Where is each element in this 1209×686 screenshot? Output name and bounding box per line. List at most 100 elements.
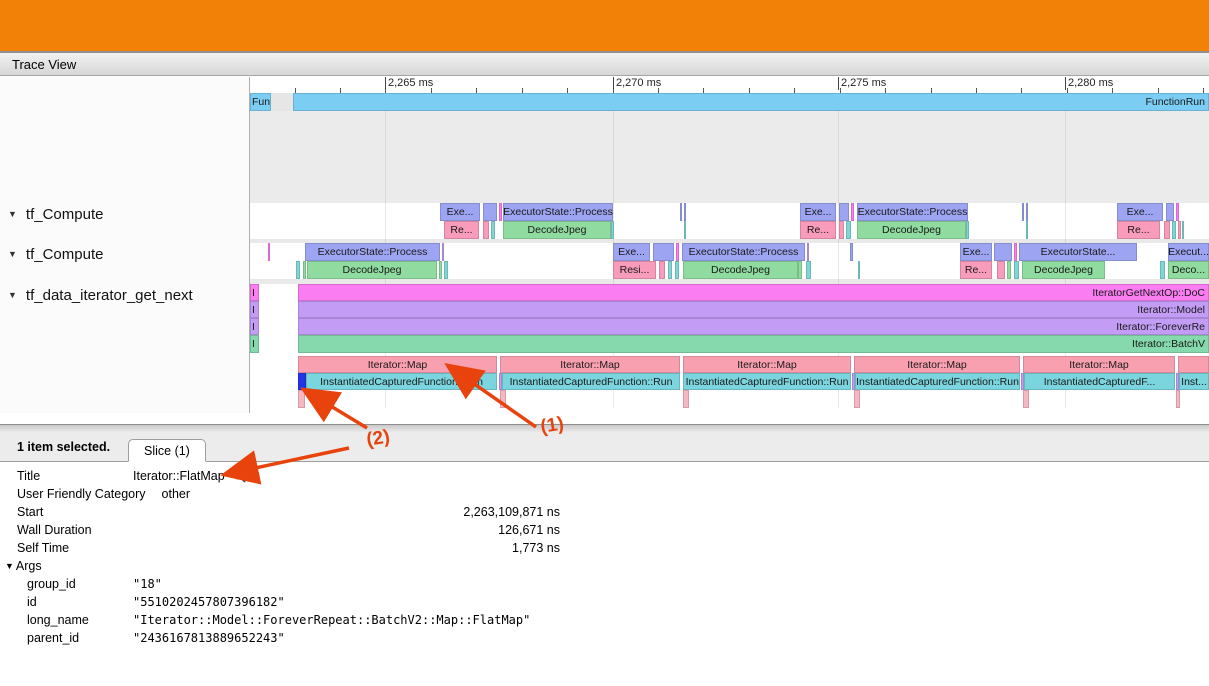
- trace-event-bar[interactable]: InstantiatedCapturedFunction::Run: [683, 373, 851, 390]
- trace-event-bar[interactable]: [846, 221, 851, 239]
- trace-event-bar[interactable]: [298, 390, 305, 408]
- trace-event-bar[interactable]: [1022, 203, 1024, 221]
- trace-event-bar[interactable]: DecodeJpeg: [1022, 261, 1105, 279]
- trace-event-bar[interactable]: [271, 93, 293, 111]
- trace-event-bar[interactable]: [854, 390, 860, 408]
- trace-event-bar[interactable]: [483, 203, 497, 221]
- trace-event-bar[interactable]: Iterator::Model: [298, 301, 1209, 318]
- trace-event-bar[interactable]: [296, 261, 300, 279]
- trace-event-bar[interactable]: [1176, 390, 1180, 408]
- trace-event-bar[interactable]: [850, 243, 853, 261]
- tab-slice[interactable]: Slice (1): [128, 439, 206, 462]
- trace-event-bar[interactable]: Deco...: [1168, 261, 1209, 279]
- trace-event-bar[interactable]: [442, 243, 444, 261]
- trace-event-bar[interactable]: Exe...: [800, 203, 836, 221]
- trace-event-bar[interactable]: InstantiatedCapturedFunction::Run: [306, 373, 497, 390]
- trace-event-bar[interactable]: Exe...: [1117, 203, 1163, 221]
- trace-event-bar[interactable]: [1021, 373, 1024, 390]
- trace-event-bar[interactable]: ExecutorState::Process: [503, 203, 613, 221]
- trace-event-bar[interactable]: I: [250, 318, 259, 335]
- trace-event-bar[interactable]: DecodeJpeg: [307, 261, 437, 279]
- trace-event-bar[interactable]: I: [250, 301, 259, 318]
- trace-event-bar[interactable]: FunctionRun: [293, 93, 1209, 111]
- trace-event-bar[interactable]: I: [250, 284, 259, 301]
- args-section-header[interactable]: ▼ Args: [5, 557, 1209, 575]
- trace-event-bar[interactable]: DecodeJpeg: [683, 261, 798, 279]
- trace-event-bar[interactable]: ExecutorState::Process: [305, 243, 440, 261]
- trace-event-bar[interactable]: [1007, 261, 1011, 279]
- trace-event-bar[interactable]: Re...: [960, 261, 992, 279]
- trace-event-bar[interactable]: [1026, 203, 1028, 221]
- trace-event-bar[interactable]: [659, 261, 665, 279]
- trace-event-bar[interactable]: Fun: [250, 93, 271, 111]
- trace-event-bar[interactable]: DecodeJpeg: [503, 221, 611, 239]
- trace-event-bar[interactable]: [807, 243, 809, 261]
- trace-event-bar[interactable]: [444, 261, 448, 279]
- trace-event-bar[interactable]: [483, 221, 489, 239]
- trace-event-bar[interactable]: [303, 261, 306, 279]
- trace-event-bar[interactable]: Iterator::BatchV: [298, 335, 1209, 353]
- trace-event-bar[interactable]: Resi...: [613, 261, 656, 279]
- trace-event-bar[interactable]: Iterator::Map: [1023, 356, 1175, 373]
- trace-event-bar[interactable]: [1014, 261, 1019, 279]
- trace-event-bar[interactable]: [499, 203, 502, 221]
- trace-event-bar[interactable]: [653, 243, 674, 261]
- trace-event-bar[interactable]: Exe...: [960, 243, 992, 261]
- trace-event-bar[interactable]: [858, 261, 860, 279]
- trace-event-bar[interactable]: [852, 373, 855, 390]
- trace-event-bar[interactable]: ExecutorState...: [1019, 243, 1137, 261]
- trace-event-bar[interactable]: Re...: [800, 221, 836, 239]
- trace-event-bar[interactable]: I: [250, 335, 259, 353]
- args-expander-icon[interactable]: ▼: [5, 561, 14, 571]
- horizontal-splitter[interactable]: [0, 424, 1209, 432]
- trace-event-bar[interactable]: IteratorGetNextOp::DoC: [298, 284, 1209, 301]
- time-ruler[interactable]: 2,265 ms 2,270 ms 2,275 ms 2,280 ms: [250, 77, 1209, 93]
- trace-event-bar[interactable]: [798, 261, 802, 279]
- trace-event-bar[interactable]: Iterator::Map: [298, 356, 497, 373]
- trace-event-bar[interactable]: ExecutorState::Process: [682, 243, 805, 261]
- trace-event-bar[interactable]: Exe...: [440, 203, 480, 221]
- trace-event-bar[interactable]: InstantiatedCapturedFunction::Run: [502, 373, 680, 390]
- trace-event-bar[interactable]: Iterator::ForeverRe: [298, 318, 1209, 335]
- trace-event-bar[interactable]: [668, 261, 672, 279]
- trace-event-bar[interactable]: [680, 203, 682, 221]
- collapse-triangle-icon[interactable]: ▼: [8, 290, 17, 300]
- trace-event-bar[interactable]: [683, 390, 689, 408]
- track-header-2[interactable]: ▼ tf_data_iterator_get_next: [8, 286, 193, 304]
- trace-event-bar[interactable]: InstantiatedCapturedF...: [1024, 373, 1175, 390]
- trace-event-bar[interactable]: [500, 390, 506, 408]
- collapse-triangle-icon[interactable]: ▼: [8, 249, 17, 259]
- track-header-1[interactable]: ▼ tf_Compute: [8, 245, 103, 263]
- trace-event-bar[interactable]: [1178, 356, 1209, 373]
- trace-event-bar[interactable]: [839, 203, 849, 221]
- trace-event-bar[interactable]: Re...: [1117, 221, 1160, 239]
- trace-event-bar[interactable]: [491, 221, 495, 239]
- trace-event-bar[interactable]: [1178, 221, 1181, 239]
- trace-event-bar[interactable]: InstantiatedCapturedFunction::Run: [855, 373, 1020, 390]
- trace-event-bar[interactable]: Execut...: [1168, 243, 1209, 261]
- trace-event-bar[interactable]: [851, 203, 854, 221]
- trace-event-bar[interactable]: Exe...: [613, 243, 650, 261]
- trace-event-bar[interactable]: [1023, 390, 1029, 408]
- collapse-triangle-icon[interactable]: ▼: [8, 209, 17, 219]
- track-header-0[interactable]: ▼ tf_Compute: [8, 205, 103, 223]
- trace-event-bar[interactable]: Iterator::Map: [854, 356, 1020, 373]
- magnifier-icon[interactable]: [233, 470, 246, 483]
- trace-event-bar[interactable]: Re...: [444, 221, 479, 239]
- trace-event-bar[interactable]: [1176, 373, 1179, 390]
- trace-event-bar[interactable]: [1182, 221, 1184, 239]
- trace-event-bar[interactable]: [839, 221, 844, 239]
- trace-event-bar[interactable]: [676, 243, 679, 261]
- trace-event-bar[interactable]: [1014, 243, 1017, 261]
- trace-event-bar[interactable]: [1172, 221, 1176, 239]
- trace-event-bar[interactable]: [1166, 203, 1174, 221]
- trace-event-bar[interactable]: ExecutorState::Process: [857, 203, 968, 221]
- trace-event-bar[interactable]: [806, 261, 811, 279]
- trace-event-bar[interactable]: [1026, 221, 1028, 239]
- timeline-canvas[interactable]: 2,265 ms 2,270 ms 2,275 ms 2,280 ms Fun Funct…: [250, 77, 1209, 408]
- trace-event-bar[interactable]: [675, 261, 679, 279]
- trace-event-bar[interactable]: Iterator::Map: [683, 356, 851, 373]
- trace-event-bar[interactable]: [268, 243, 270, 261]
- selected-slice-bar[interactable]: [298, 373, 306, 390]
- trace-event-bar[interactable]: Iterator::Map: [500, 356, 680, 373]
